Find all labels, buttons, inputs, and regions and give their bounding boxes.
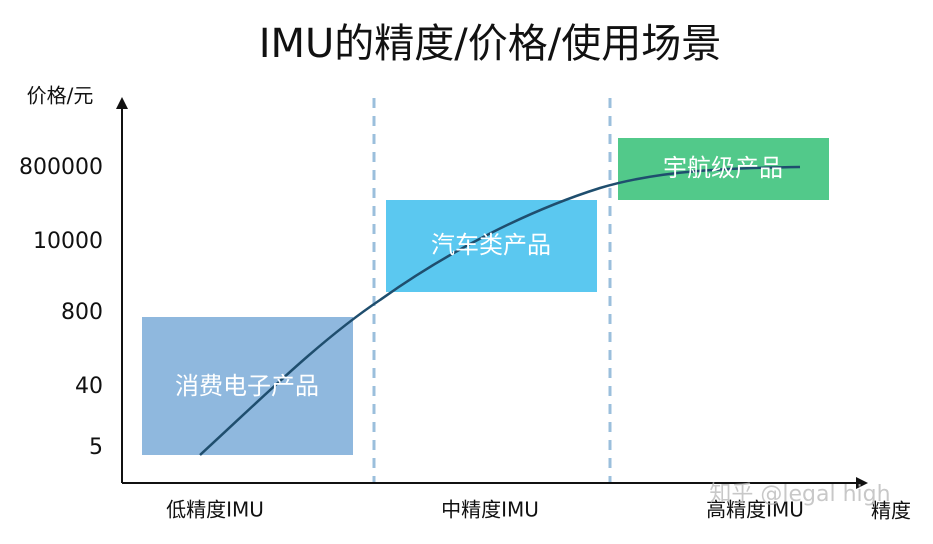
- x-label: 高精度IMU: [706, 498, 804, 522]
- auto-box: [386, 200, 597, 292]
- box-label: 消费电子产品: [175, 372, 319, 400]
- x-axis-label: 精度: [871, 499, 911, 523]
- y-axis-label: 价格/元: [27, 84, 94, 108]
- title: IMU的精度/价格/使用场景: [259, 21, 722, 67]
- watermark: 知乎 @legal high: [709, 482, 890, 507]
- y-label: 800: [61, 300, 103, 325]
- trend-curve: [199, 165, 801, 456]
- box-label: 宇航级产品: [663, 154, 783, 182]
- y-arrow: [116, 97, 128, 109]
- box-label: 汽车类产品: [431, 231, 551, 259]
- consumer-box: [142, 317, 353, 455]
- y-label: 40: [75, 374, 103, 399]
- y-label: 800000: [19, 155, 103, 180]
- x-label: 低精度IMU: [166, 498, 264, 522]
- x-arrow: [856, 477, 868, 489]
- y-label: 10000: [33, 229, 103, 254]
- y-label: 5: [89, 435, 103, 460]
- x-label: 中精度IMU: [441, 498, 539, 522]
